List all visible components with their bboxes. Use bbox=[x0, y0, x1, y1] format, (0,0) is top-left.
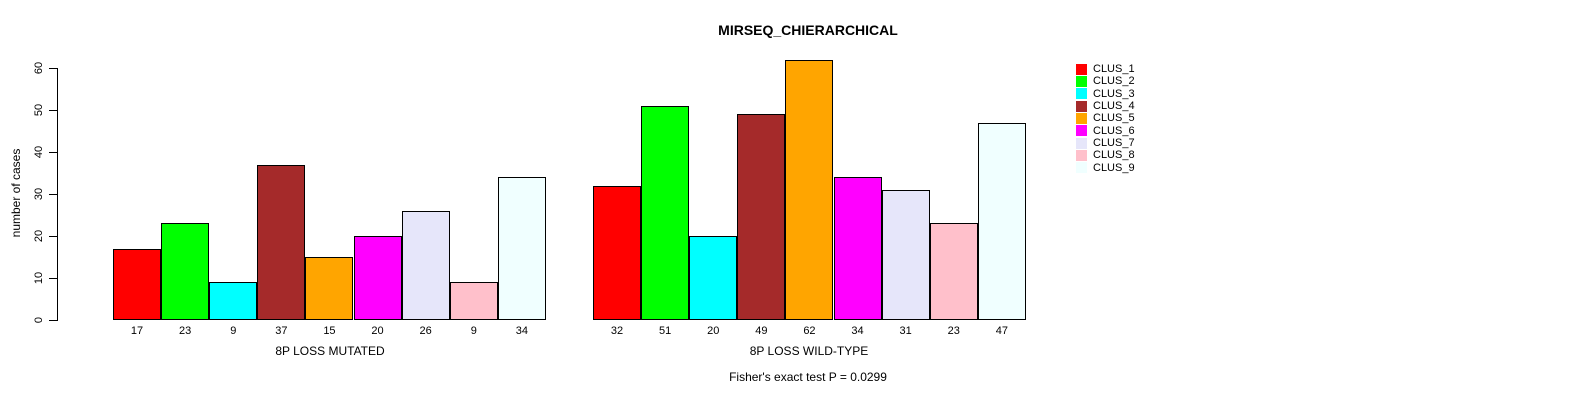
bar-clus_4 bbox=[257, 164, 306, 320]
bar-clus_8 bbox=[929, 223, 978, 320]
bar-value-label: 9 bbox=[470, 325, 477, 337]
bar-clus_2 bbox=[161, 223, 210, 320]
bar-value-label: 62 bbox=[803, 325, 816, 337]
bar-clus_7 bbox=[401, 210, 450, 320]
bar-clus_4 bbox=[737, 114, 786, 320]
legend-color-swatch bbox=[1076, 125, 1087, 137]
y-axis-tick bbox=[49, 110, 57, 111]
bar-clus_8 bbox=[449, 282, 498, 320]
legend-item-clus_5: CLUS_5 bbox=[1076, 112, 1135, 124]
legend-color-swatch bbox=[1076, 63, 1087, 75]
legend-color-swatch bbox=[1076, 149, 1087, 161]
legend-label: CLUS_6 bbox=[1093, 124, 1135, 137]
bar-clus_5 bbox=[785, 59, 834, 320]
bar-value-label: 23 bbox=[947, 325, 960, 337]
y-axis-tick-label: 40 bbox=[33, 145, 45, 159]
legend-label: CLUS_2 bbox=[1093, 75, 1135, 88]
y-axis-tick-label: 10 bbox=[33, 271, 45, 285]
bar-clus_7 bbox=[881, 189, 930, 320]
chart-title: MIRSEQ_CHIERARCHICAL bbox=[718, 22, 898, 38]
bar-clus_6 bbox=[353, 236, 402, 320]
y-axis-tick bbox=[49, 152, 57, 153]
bar-value-label: 37 bbox=[275, 325, 288, 337]
bar-value-label: 47 bbox=[995, 325, 1008, 337]
bar-value-label: 31 bbox=[899, 325, 912, 337]
legend-label: CLUS_3 bbox=[1093, 87, 1135, 100]
bar-value-label: 20 bbox=[707, 325, 720, 337]
legend-color-swatch bbox=[1076, 137, 1087, 149]
y-axis-tick bbox=[49, 236, 57, 237]
legend-label: CLUS_7 bbox=[1093, 137, 1135, 150]
legend-label: CLUS_8 bbox=[1093, 149, 1135, 162]
legend-item-clus_2: CLUS_2 bbox=[1076, 75, 1135, 87]
bar-value-label: 49 bbox=[755, 325, 768, 337]
y-axis-tick-label: 0 bbox=[33, 316, 45, 324]
legend-item-clus_7: CLUS_7 bbox=[1076, 137, 1135, 149]
legend-label: CLUS_9 bbox=[1093, 161, 1135, 174]
legend-item-clus_3: CLUS_3 bbox=[1076, 88, 1135, 100]
legend-color-swatch bbox=[1076, 75, 1087, 87]
y-axis-tick-label: 30 bbox=[33, 187, 45, 201]
y-axis-tick bbox=[49, 194, 57, 195]
legend-item-clus_8: CLUS_8 bbox=[1076, 149, 1135, 161]
bar-value-label: 32 bbox=[610, 325, 624, 337]
y-axis-tick-label: 50 bbox=[33, 103, 45, 117]
bar-clus_3 bbox=[209, 282, 258, 320]
y-axis-line bbox=[57, 68, 58, 321]
x-axis-group-label-wild-type: 8P LOSS WILD-TYPE bbox=[749, 344, 869, 358]
legend-color-swatch bbox=[1076, 162, 1087, 174]
bar-value-label: 15 bbox=[323, 325, 336, 337]
bar-clus_2 bbox=[641, 105, 690, 320]
y-axis-tick bbox=[49, 320, 57, 321]
legend-label: CLUS_1 bbox=[1093, 63, 1135, 76]
bar-value-label: 20 bbox=[371, 325, 384, 337]
bar-value-label: 51 bbox=[659, 325, 672, 337]
legend: CLUS_1 CLUS_2 CLUS_3 CLUS_4 CLUS_5 CLUS_6 CLUS… bbox=[1076, 63, 1135, 174]
y-axis-tick bbox=[49, 278, 57, 279]
bar-clus_9 bbox=[977, 122, 1026, 320]
legend-label: CLUS_5 bbox=[1093, 112, 1135, 125]
legend-item-clus_9: CLUS_9 bbox=[1076, 162, 1135, 174]
bar-value-label: 23 bbox=[179, 325, 192, 337]
legend-color-swatch bbox=[1076, 100, 1087, 112]
legend-color-swatch bbox=[1076, 112, 1087, 124]
bar-clus_3 bbox=[689, 236, 738, 320]
bar-clus_9 bbox=[497, 177, 546, 320]
x-axis-group-label-mutated: 8P LOSS MUTATED bbox=[275, 344, 385, 358]
bar-value-label: 9 bbox=[230, 325, 237, 337]
fisher-test-note: Fisher's exact test P = 0.0299 bbox=[729, 370, 887, 384]
bar-clus_1 bbox=[113, 248, 162, 320]
bar-value-label: 17 bbox=[130, 325, 144, 337]
y-axis-tick-label: 60 bbox=[33, 61, 45, 75]
y-axis-title: number of cases bbox=[9, 148, 23, 238]
legend-item-clus_1: CLUS_1 bbox=[1076, 63, 1135, 75]
legend-color-swatch bbox=[1076, 88, 1087, 100]
legend-item-clus_6: CLUS_6 bbox=[1076, 125, 1135, 137]
legend-label: CLUS_4 bbox=[1093, 100, 1135, 113]
bar-clus_6 bbox=[833, 177, 882, 320]
bar-value-label: 34 bbox=[851, 325, 864, 337]
bar-value-label: 26 bbox=[419, 325, 432, 337]
bar-clus_5 bbox=[305, 257, 354, 320]
y-axis-tick-label: 20 bbox=[33, 229, 45, 243]
legend-item-clus_4: CLUS_4 bbox=[1076, 100, 1135, 112]
bar-value-label: 34 bbox=[515, 325, 528, 337]
y-axis-tick bbox=[49, 68, 57, 69]
bar-clus_1 bbox=[593, 185, 642, 320]
